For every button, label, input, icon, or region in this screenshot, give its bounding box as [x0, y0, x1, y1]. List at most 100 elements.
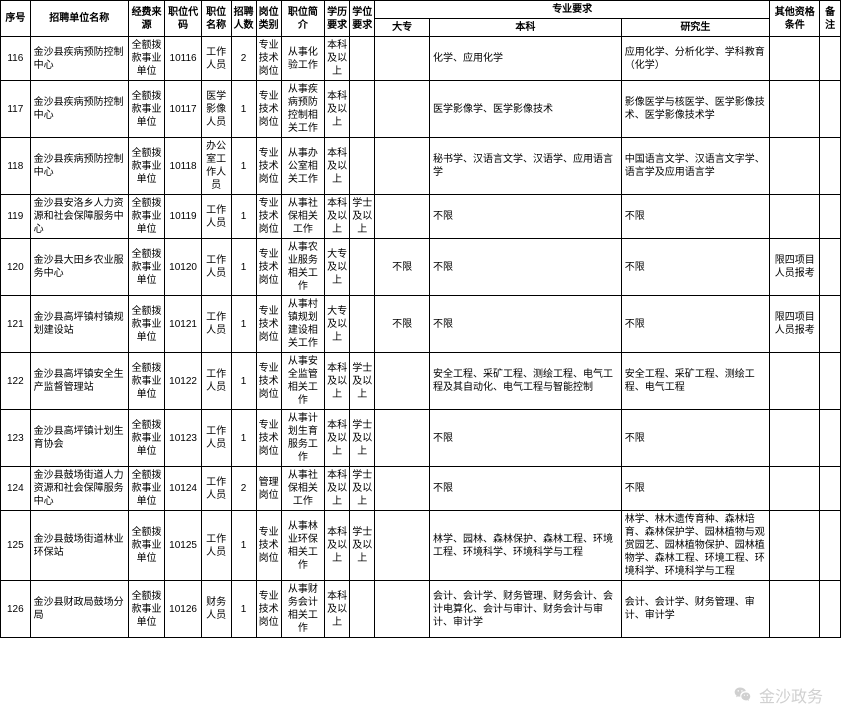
th-edu: 学历要求 — [325, 1, 350, 37]
cell-edu: 本科及以上 — [325, 353, 350, 410]
cell-type: 专业技术岗位 — [256, 37, 281, 81]
cell-note — [820, 239, 841, 296]
cell-bk: 不限 — [430, 296, 622, 353]
cell-seq: 117 — [1, 81, 31, 138]
cell-code: 10116 — [165, 37, 202, 81]
cell-code: 10121 — [165, 296, 202, 353]
cell-degree — [350, 138, 375, 195]
cell-count: 1 — [231, 296, 256, 353]
cell-seq: 125 — [1, 511, 31, 581]
cell-code: 10122 — [165, 353, 202, 410]
cell-desc: 从事社保相关工作 — [281, 195, 324, 239]
cell-edu: 大专及以上 — [325, 296, 350, 353]
cell-other — [770, 37, 820, 81]
cell-other — [770, 138, 820, 195]
cell-posname: 办公室工作人员 — [201, 138, 231, 195]
table-row: 125金沙县鼓场街道林业环保站全额拨款事业单位10125工作人员1专业技术岗位从… — [1, 511, 841, 581]
cell-bk: 不限 — [430, 467, 622, 511]
cell-count: 1 — [231, 195, 256, 239]
table-row: 123金沙县高坪镇计划生育协会全额拨款事业单位10123工作人员1专业技术岗位从… — [1, 410, 841, 467]
cell-degree: 学士及以上 — [350, 410, 375, 467]
table-row: 120金沙县大田乡农业服务中心全额拨款事业单位10120工作人员1专业技术岗位从… — [1, 239, 841, 296]
cell-yjs: 不限 — [621, 410, 769, 467]
cell-desc: 从事安全监管相关工作 — [281, 353, 324, 410]
cell-degree: 学士及以上 — [350, 467, 375, 511]
cell-count: 1 — [231, 410, 256, 467]
cell-seq: 119 — [1, 195, 31, 239]
cell-note — [820, 511, 841, 581]
cell-yjs: 不限 — [621, 467, 769, 511]
cell-type: 专业技术岗位 — [256, 195, 281, 239]
cell-other — [770, 195, 820, 239]
cell-count: 1 — [231, 353, 256, 410]
cell-fund: 全额拨款事业单位 — [128, 37, 165, 81]
table-body: 116金沙县疾病预防控制中心全额拨款事业单位10116工作人员2专业技术岗位从事… — [1, 37, 841, 638]
th-unit: 招聘单位名称 — [30, 1, 128, 37]
cell-count: 1 — [231, 138, 256, 195]
cell-unit: 金沙县财政局鼓场分局 — [30, 581, 128, 638]
cell-fund: 全额拨款事业单位 — [128, 581, 165, 638]
th-major-group: 专业要求 — [375, 1, 770, 19]
cell-type: 专业技术岗位 — [256, 581, 281, 638]
cell-note — [820, 81, 841, 138]
cell-bk: 不限 — [430, 195, 622, 239]
cell-count: 1 — [231, 511, 256, 581]
cell-posname: 工作人员 — [201, 195, 231, 239]
cell-yjs: 会计、会计学、财务管理、审计、审计学 — [621, 581, 769, 638]
cell-bk: 化学、应用化学 — [430, 37, 622, 81]
cell-edu: 本科及以上 — [325, 81, 350, 138]
cell-dz — [375, 467, 430, 511]
cell-posname: 工作人员 — [201, 37, 231, 81]
cell-degree — [350, 296, 375, 353]
cell-degree — [350, 239, 375, 296]
wechat-icon — [733, 685, 753, 705]
cell-seq: 116 — [1, 37, 31, 81]
th-count: 招聘人数 — [231, 1, 256, 37]
cell-note — [820, 581, 841, 638]
cell-other — [770, 81, 820, 138]
cell-type: 专业技术岗位 — [256, 239, 281, 296]
cell-note — [820, 138, 841, 195]
cell-bk: 林学、园林、森林保护、森林工程、环境工程、环境科学、环境科学与工程 — [430, 511, 622, 581]
cell-dz — [375, 410, 430, 467]
cell-edu: 本科及以上 — [325, 467, 350, 511]
cell-dz — [375, 195, 430, 239]
cell-degree — [350, 581, 375, 638]
th-type: 岗位类别 — [256, 1, 281, 37]
cell-degree: 学士及以上 — [350, 511, 375, 581]
cell-unit: 金沙县大田乡农业服务中心 — [30, 239, 128, 296]
th-fund: 经费来源 — [128, 1, 165, 37]
cell-unit: 金沙县安洛乡人力资源和社会保障服务中心 — [30, 195, 128, 239]
table-row: 119金沙县安洛乡人力资源和社会保障服务中心全额拨款事业单位10119工作人员1… — [1, 195, 841, 239]
th-yjs: 研究生 — [621, 19, 769, 37]
cell-bk: 医学影像学、医学影像技术 — [430, 81, 622, 138]
cell-code: 10126 — [165, 581, 202, 638]
cell-count: 1 — [231, 581, 256, 638]
cell-count: 1 — [231, 81, 256, 138]
cell-desc: 从事办公室相关工作 — [281, 138, 324, 195]
cell-seq: 126 — [1, 581, 31, 638]
cell-dz: 不限 — [375, 239, 430, 296]
cell-edu: 本科及以上 — [325, 195, 350, 239]
cell-fund: 全额拨款事业单位 — [128, 239, 165, 296]
cell-posname: 工作人员 — [201, 239, 231, 296]
cell-fund: 全额拨款事业单位 — [128, 467, 165, 511]
th-bk: 本科 — [430, 19, 622, 37]
cell-posname: 工作人员 — [201, 511, 231, 581]
th-other: 其他资格条件 — [770, 1, 820, 37]
cell-desc: 从事计划生育服务工作 — [281, 410, 324, 467]
table-row: 118金沙县疾病预防控制中心全额拨款事业单位10118办公室工作人员1专业技术岗… — [1, 138, 841, 195]
cell-dz — [375, 37, 430, 81]
cell-note — [820, 353, 841, 410]
cell-edu: 大专及以上 — [325, 239, 350, 296]
cell-degree — [350, 37, 375, 81]
cell-unit: 金沙县疾病预防控制中心 — [30, 138, 128, 195]
th-posname: 职位名称 — [201, 1, 231, 37]
cell-seq: 121 — [1, 296, 31, 353]
cell-type: 专业技术岗位 — [256, 353, 281, 410]
cell-yjs: 影像医学与核医学、医学影像技术、医学影像技术学 — [621, 81, 769, 138]
cell-degree: 学士及以上 — [350, 195, 375, 239]
cell-edu: 本科及以上 — [325, 581, 350, 638]
table-row: 124金沙县鼓场街道人力资源和社会保障服务中心全额拨款事业单位10124工作人员… — [1, 467, 841, 511]
cell-other — [770, 353, 820, 410]
